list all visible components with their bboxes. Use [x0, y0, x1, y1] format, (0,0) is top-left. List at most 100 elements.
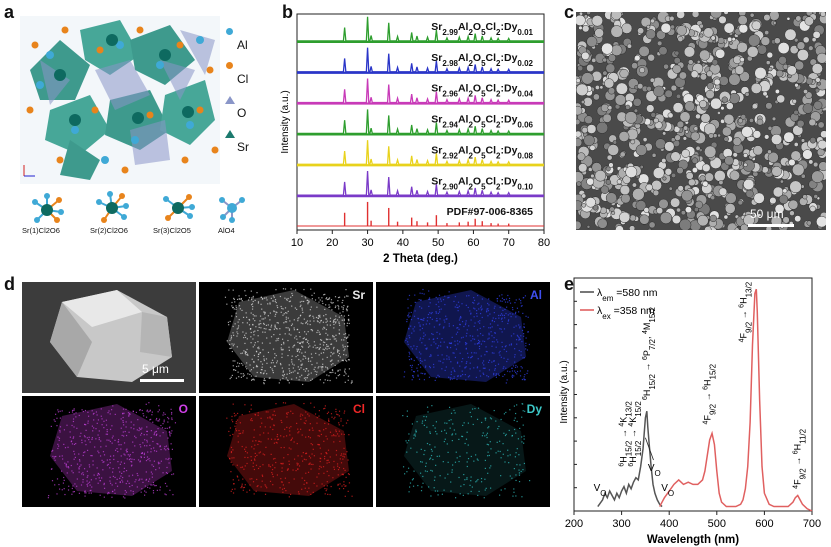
eds-dot — [266, 373, 268, 375]
eds-dot — [335, 338, 337, 340]
eds-dot — [144, 494, 146, 496]
eds-dot — [339, 458, 341, 460]
eds-dot — [343, 370, 346, 372]
eds-dot — [305, 321, 308, 323]
sem-particle — [624, 111, 638, 124]
eds-dot — [267, 417, 269, 419]
eds-dot — [146, 434, 148, 436]
eds-dot — [312, 346, 314, 348]
eds-dot — [338, 424, 340, 426]
eds-dot — [330, 343, 332, 345]
eds-dot — [269, 329, 272, 331]
eds-dot — [287, 453, 289, 456]
eds-dot — [254, 320, 256, 322]
eds-dot — [132, 410, 134, 413]
eds-dot — [161, 427, 164, 429]
sem-particle — [789, 180, 802, 194]
eds-dot — [308, 415, 310, 417]
eds-dot — [301, 295, 303, 297]
eds-dot — [501, 300, 503, 302]
sem-particle — [577, 152, 586, 161]
eds-dot — [258, 348, 260, 350]
eds-dot — [505, 411, 507, 414]
eds-dot — [312, 429, 314, 431]
sem-particle — [710, 12, 723, 19]
sem-particle — [605, 63, 616, 74]
eds-dot — [306, 320, 309, 322]
eds-dot — [483, 497, 485, 499]
eds-dot — [73, 450, 75, 452]
eds-dot — [317, 346, 319, 349]
pl-series-emission — [659, 288, 813, 512]
eds-dot — [171, 417, 173, 419]
eds-dot — [164, 427, 166, 430]
sem-particle — [597, 218, 608, 229]
eds-dot — [132, 441, 134, 443]
eds-dot — [428, 298, 430, 300]
eds-dot — [451, 469, 453, 471]
eds-dot — [318, 444, 320, 446]
eds-dot — [322, 363, 324, 365]
eds-dot — [117, 441, 119, 443]
eds-dot — [120, 461, 122, 463]
eds-dot — [302, 342, 304, 344]
eds-dot — [129, 454, 131, 456]
eds-dot — [336, 319, 339, 321]
eds-dot — [233, 483, 235, 485]
eds-dot — [495, 452, 497, 454]
eds-dot — [287, 354, 289, 357]
eds-dot — [484, 419, 487, 421]
eds-dot — [290, 439, 292, 442]
eds-dot — [78, 459, 81, 461]
eds-dot — [464, 367, 466, 369]
eds-dot — [67, 461, 69, 463]
eds-dot — [261, 342, 264, 344]
sem-particle — [802, 149, 813, 160]
eds-dot — [291, 361, 293, 363]
eds-dot — [119, 463, 121, 465]
eds-dot — [237, 362, 239, 364]
eds-dot — [59, 455, 61, 457]
eds-dot — [169, 434, 171, 436]
eds-dot — [502, 443, 504, 445]
eds-dot — [72, 436, 75, 438]
eds-dot — [470, 476, 472, 478]
eds-dot — [242, 375, 244, 377]
eds-dot — [454, 356, 457, 359]
eds-dot — [316, 371, 318, 373]
eds-dot — [234, 360, 236, 362]
eds-dot — [57, 443, 59, 445]
eds-dot — [72, 491, 74, 493]
o-triangle-icon — [225, 96, 235, 104]
eds-dot — [285, 327, 287, 329]
eds-dot — [80, 484, 83, 486]
eds-dot — [479, 370, 481, 372]
eds-dot — [479, 327, 481, 329]
eds-dot — [463, 483, 465, 486]
eds-dot — [65, 464, 67, 466]
sem-particle — [605, 192, 617, 204]
eds-dot — [345, 422, 348, 424]
eds-dot — [332, 434, 335, 436]
eds-dot — [253, 493, 255, 495]
eds-dot — [475, 376, 477, 379]
eds-dot — [489, 441, 491, 443]
eds-dot — [140, 428, 142, 431]
eds-dot — [275, 311, 277, 313]
eds-dot — [346, 337, 348, 339]
eds-dot — [274, 299, 277, 301]
eds-dot — [169, 426, 171, 428]
eds-dot — [273, 410, 275, 412]
eds-dot — [324, 487, 326, 490]
sem-particle — [783, 131, 795, 143]
eds-dot — [146, 410, 148, 412]
eds-dot — [513, 375, 515, 377]
eds-dot — [404, 473, 406, 475]
eds-dot — [124, 493, 126, 495]
eds-dot — [284, 307, 287, 309]
eds-dot — [342, 346, 344, 348]
eds-dot — [269, 319, 271, 321]
eds-dot — [106, 464, 109, 466]
eds-dot — [524, 410, 526, 412]
eds-dot — [423, 415, 425, 418]
